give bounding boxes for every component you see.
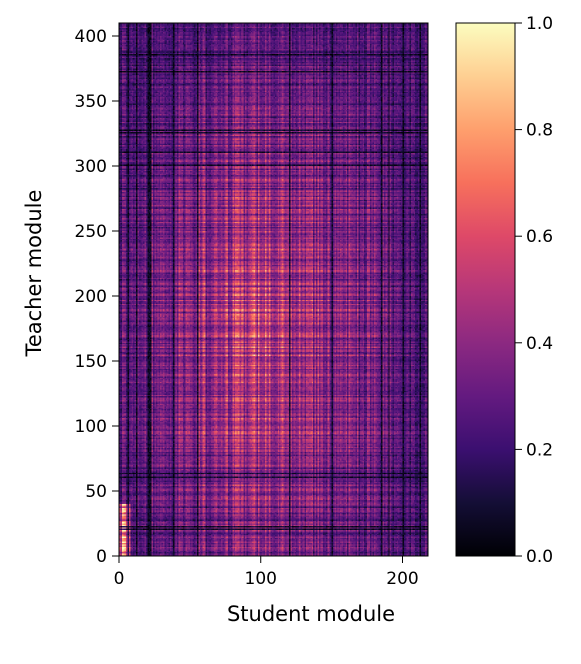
plot-frame: [118, 22, 429, 557]
x-tick-label: 0: [114, 569, 125, 589]
colorbar-gradient: [455, 22, 516, 557]
colorbar-tick-label: 0.2: [526, 440, 553, 460]
y-tick-label: 200: [75, 287, 107, 307]
y-axis-label: Teacher module: [22, 190, 46, 358]
y-tick-label: 350: [75, 92, 107, 112]
colorbar-ticks: 0.0 0.2 0.4 0.6 0.8 1.0: [515, 14, 553, 567]
y-tick-label: 50: [85, 482, 107, 502]
y-tick-label: 400: [75, 27, 107, 47]
y-axis: 0 50 100 150 200 250 300 350 400: [75, 27, 119, 567]
colorbar-tick-label: 0.0: [526, 547, 553, 567]
y-tick-label: 250: [75, 222, 107, 242]
heatmap-plot-area: [118, 22, 429, 557]
y-tick-label: 300: [75, 157, 107, 177]
colorbar: 0.0 0.2 0.4 0.6 0.8 1.0: [455, 14, 553, 567]
colorbar-tick-label: 0.8: [526, 121, 553, 141]
heatmap-cells: [119, 23, 428, 556]
colorbar-tick-label: 0.6: [526, 227, 553, 247]
x-axis: 0 100 200: [114, 556, 419, 589]
colorbar-tick-label: 1.0: [526, 14, 553, 34]
y-tick-label: 0: [96, 547, 107, 567]
x-tick-label: 100: [245, 569, 277, 589]
colorbar-tick-label: 0.4: [526, 334, 553, 354]
x-tick-label: 200: [386, 569, 418, 589]
x-axis-label: Student module: [227, 602, 395, 626]
y-tick-label: 150: [75, 352, 107, 372]
y-tick-label: 100: [75, 417, 107, 437]
